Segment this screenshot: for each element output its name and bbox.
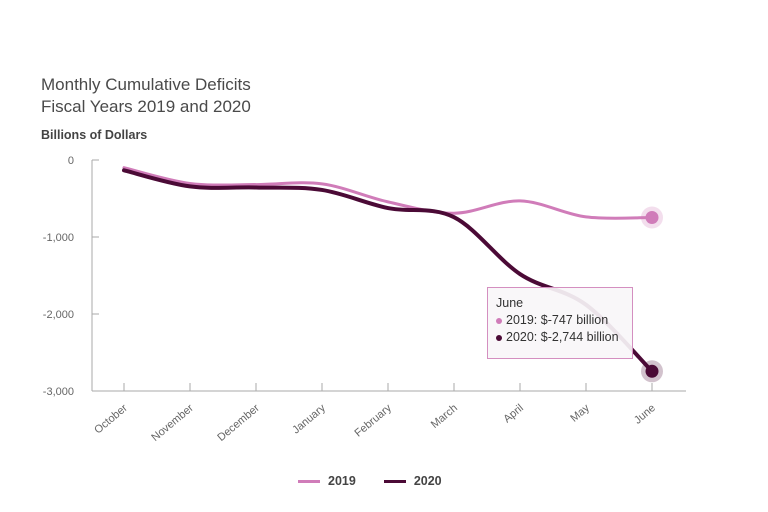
- tooltip-2020: 2020: $-2,744 billion: [506, 330, 619, 344]
- legend-swatch-2019: [298, 479, 320, 483]
- legend-item-2019[interactable]: 2019: [298, 474, 356, 488]
- x-tick-label: March: [429, 402, 460, 431]
- chart-title: Monthly Cumulative Deficits Fiscal Years…: [41, 74, 251, 118]
- data-point-2019: [645, 211, 659, 225]
- dot-2019-icon: [496, 317, 502, 324]
- series-line-2019: [122, 166, 654, 220]
- x-tick-label: May: [568, 402, 592, 425]
- x-tick-label: December: [215, 402, 262, 444]
- tooltip: June 2019: $-747 billion 2020: $-2,744 b…: [487, 287, 633, 359]
- tooltip-title: June: [496, 296, 524, 310]
- x-tick-label: April: [501, 402, 526, 425]
- legend-item-2020[interactable]: 2020: [383, 474, 442, 488]
- x-tick-label: October: [92, 402, 130, 437]
- y-tick-label: -3,000: [43, 386, 74, 398]
- y-tick-label: 0: [68, 155, 74, 167]
- data-point-2020: [645, 364, 659, 378]
- y-axis-label: Billions of Dollars: [41, 128, 148, 142]
- legend-label-2019: 2019: [328, 474, 356, 488]
- legend-label-2020: 2020: [413, 474, 442, 488]
- legend: 2019 2020: [298, 474, 442, 488]
- x-tick-label: November: [149, 402, 196, 444]
- tooltip-2019: 2019: $-747 billion: [506, 313, 609, 327]
- x-tick-label: January: [290, 402, 328, 437]
- x-tick-label: June: [632, 402, 658, 427]
- chart-title-line-2: Fiscal Years 2019 and 2020: [41, 97, 251, 116]
- x-tick-label: February: [352, 402, 394, 440]
- dot-2020-icon: [496, 334, 502, 341]
- y-tick-label: -1,000: [43, 232, 74, 244]
- chart-title-line-1: Monthly Cumulative Deficits: [41, 75, 251, 94]
- legend-swatch-2020: [383, 479, 406, 483]
- y-tick-label: -2,000: [43, 309, 74, 321]
